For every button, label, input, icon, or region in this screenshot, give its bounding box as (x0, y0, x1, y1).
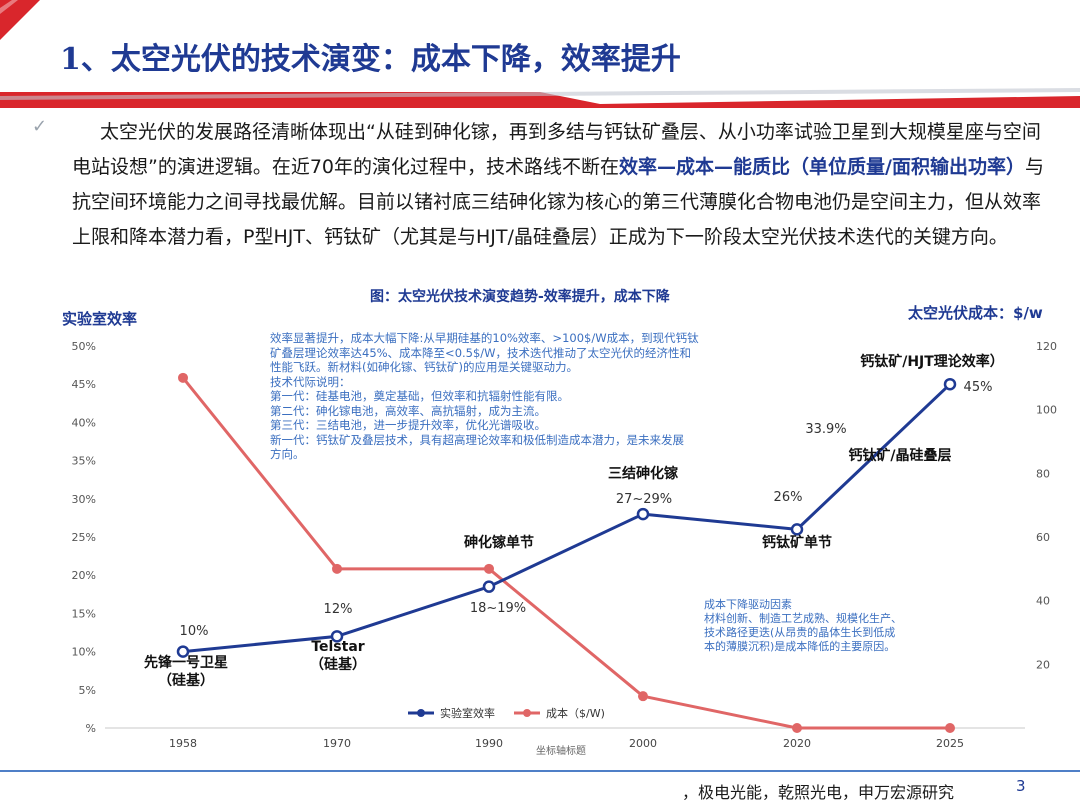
slide-title: 1、太空光伏的技术演变：成本下降，效率提升 (60, 42, 681, 77)
annotation-bottom-line: 技术路径更迭(从昂贵的晶体生长到低成 (704, 626, 896, 639)
intro-text-1: 太空光伏的发展路径清晰体现出“从硅到砷化镓，再到多结与钙钛矿叠层、从小功率试验卫… (72, 121, 1041, 178)
cost-point (945, 723, 955, 733)
data-label: 27~29% (616, 492, 672, 507)
milestone-sublabel: （硅基） (158, 672, 214, 689)
annotation-top-line: 第二代：砷化镓电池，高效率、高抗辐射，成为主流。 (270, 403, 546, 418)
y-right-tick-label: 120 (1036, 340, 1057, 353)
x-tick-label: 2025 (936, 737, 964, 750)
legend-cost-marker (523, 709, 531, 717)
y-left-tick-label: 45% (72, 378, 96, 391)
x-axis-title: 坐标轴标题 (536, 746, 586, 757)
y-axis-right-title: 太空光伏成本：$/w (908, 304, 1043, 322)
annotation-top-line: 技术代际说明： (270, 374, 351, 389)
cost-point (484, 563, 494, 574)
y-left-tick-label: % (86, 722, 96, 735)
y-left-tick-label: 30% (72, 493, 96, 506)
annotation-top-line: 矿叠层理论效率达45%、成本降至<0.5$/W，技术迭代推动了太空光伏的经济性和 (270, 345, 692, 360)
annotation-top-line: 第一代：硅基电池，奠定基础，但效率和抗辐射性能有限。 (270, 389, 569, 403)
cost-point (638, 691, 648, 702)
annotation-bottom-line: 本的薄膜沉积)是成本降低的主要原因。 (704, 640, 896, 653)
header-corner-accent (0, 0, 18, 14)
milestone-label: 钙钛矿/HJT理论效率） (860, 353, 1004, 370)
efficiency-point (482, 580, 496, 593)
header-underline-gray (0, 88, 1080, 100)
data-label: 26% (774, 490, 803, 505)
page-number: 3 (1016, 777, 1026, 795)
footer-divider (0, 770, 1080, 772)
efficiency-series-line (182, 383, 952, 654)
legend-cost-label: 成本（$/W) (546, 706, 605, 720)
efficiency-point (176, 645, 190, 658)
annotation-top: 效率显著提升，成本大幅下降:从早期硅基的10%效率、>100$/W成本，到现代钙… (270, 331, 770, 462)
efficiency-point (330, 630, 344, 643)
source-text: ，极电光能，乾照光电，申万宏源研究 (682, 783, 955, 802)
x-tick-label: 2020 (783, 737, 811, 750)
cost-point (332, 563, 342, 574)
annotation-top-line: 方向。 (270, 447, 305, 461)
annotation-top-line: 新一代：钙钛矿及叠层技术，具有超高理论效率和极低制造成本潜力，是未来发展 (270, 432, 684, 447)
cost-point (178, 372, 188, 383)
milestone-sublabel: （硅基） (310, 656, 366, 673)
milestone-label: 钙钛矿/晶硅叠层 (848, 447, 951, 464)
x-tick-label: 1958 (169, 737, 197, 750)
annotation-bottom: 成本下降驱动因素 材料创新、制造工艺成熟、规模化生产、 技术路径更迭(从昂贵的晶体生… (704, 598, 944, 654)
y-left-tick-label: 20% (72, 569, 96, 582)
intro-text-2: 与抗空间环境能力之间寻找最优解。目前以锗衬底三结砷化镓为核心的第三代薄膜化合物电… (72, 156, 1044, 248)
annotation-top-line: 第三代：三结电池，进一步提升效率，优化光谱吸收。 (270, 418, 546, 432)
annotation-top-line: 效率显著提升，成本大幅下降:从早期硅基的10%效率、>100$/W成本，到现代钙… (270, 331, 699, 345)
milestone-label: 三结砷化镓 (608, 465, 679, 482)
annotation-bottom-line: 成本下降驱动因素 (704, 598, 792, 611)
milestone-label: 先锋一号卫星 (144, 654, 228, 671)
data-label: 18~19% (470, 601, 526, 616)
y-right-tick-label: 20 (1036, 658, 1050, 671)
y-left-tick-label: 5% (79, 684, 96, 697)
header-corner-red (0, 0, 40, 40)
y-left-tick-label: 35% (72, 455, 96, 468)
x-tick-label: 1990 (475, 737, 503, 750)
y-left-tick-label: 15% (72, 607, 96, 620)
y-axis-left-title: 实验室效率 (62, 310, 138, 328)
y-right-tick-label: 60 (1036, 531, 1050, 544)
x-tick-label: 2000 (629, 737, 657, 750)
x-tick-label: 1970 (323, 737, 351, 750)
annotation-top-line: 性能飞跃。新材料(如砷化镓、钙钛矿)的应用是关键驱动力。 (270, 360, 578, 374)
y-right-tick-label: 40 (1036, 595, 1050, 608)
legend-efficiency-marker (417, 709, 425, 717)
cost-series-line (181, 376, 950, 730)
header-band (0, 0, 1080, 108)
check-icon: ✓ (32, 116, 48, 137)
efficiency-point (636, 507, 650, 521)
efficiency-point (790, 523, 804, 536)
intro-paragraph: 太空光伏的发展路径清晰体现出“从硅到砷化镓，再到多结与钙钛矿叠层、从小功率试验卫… (72, 115, 1057, 255)
data-label: 10% (180, 624, 209, 639)
legend-efficiency-label: 实验室效率 (440, 706, 495, 720)
chart-title: 图：太空光伏技术演变趋势-效率提升，成本下降 (370, 289, 670, 305)
y-left-tick-label: 10% (72, 646, 96, 659)
milestone-label: 砷化镓单节 (464, 534, 534, 551)
intro-highlight: 效率—成本—能质比（单位质量/面积输出功率） (619, 156, 1025, 178)
annotation-bottom-line: 材料创新、制造工艺成熟、规模化生产、 (704, 612, 902, 625)
y-left-tick-label: 25% (72, 531, 96, 544)
y-left-tick-label: 40% (72, 416, 96, 429)
y-right-tick-label: 80 (1036, 467, 1050, 480)
milestone-label: 钙钛矿单节 (762, 534, 832, 551)
cost-point (792, 723, 802, 733)
efficiency-point (943, 377, 957, 391)
data-label: 45% (964, 380, 993, 395)
data-label: 12% (324, 602, 353, 617)
milestone-label: Telstar (311, 639, 364, 655)
y-left-tick-label: 50% (72, 340, 96, 353)
data-label: 33.9% (805, 422, 846, 437)
y-right-tick-label: 100 (1036, 404, 1057, 417)
